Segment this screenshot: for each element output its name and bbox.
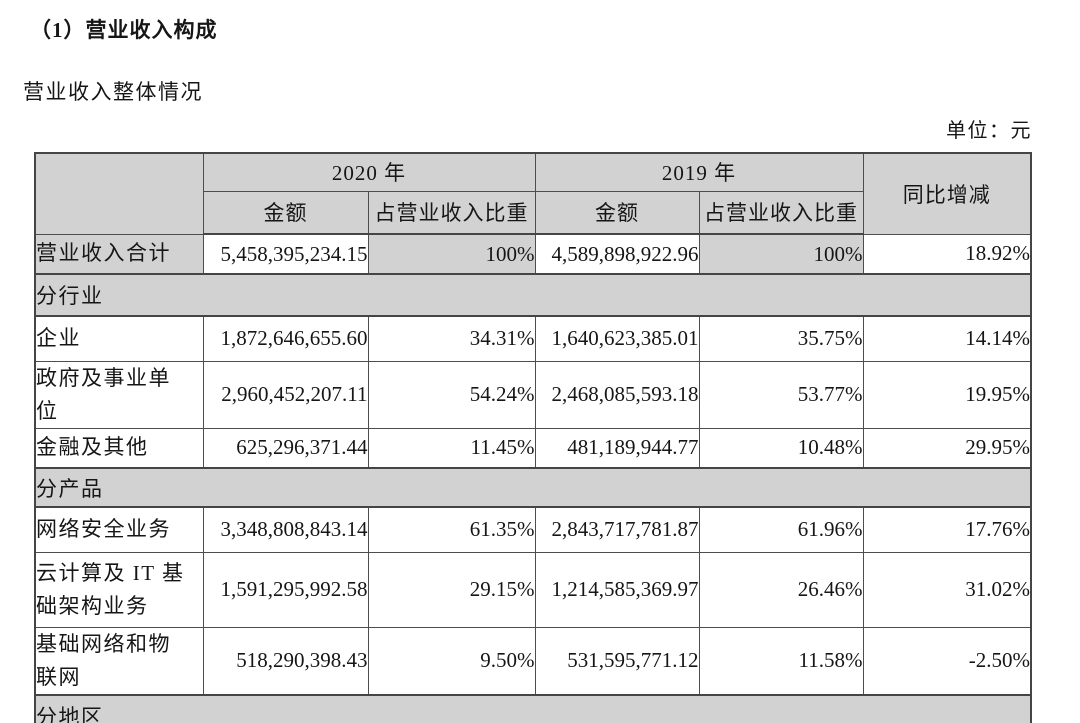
amount-2020-cell: 1,872,646,655.60 [202, 315, 369, 362]
unit-label: 单位：元 [946, 120, 1032, 142]
amount-2019-header: 金额 [534, 190, 700, 235]
yoy-cell: -2.50% [862, 626, 1032, 695]
amount-2019-cell: 2,468,085,593.18 [534, 360, 700, 429]
section-row-label: 分地区 [34, 693, 1032, 723]
share-2020-cell: 9.50% [367, 626, 536, 695]
row-label: 政府及事业单位 [36, 365, 171, 423]
share-2019-cell: 35.75% [698, 315, 864, 362]
share-2020-cell: 29.15% [367, 551, 536, 628]
table-row: 企业 1,872,646,655.60 34.31% 1,640,623,385.01… [34, 315, 1032, 362]
amount-2019-cell: 1,214,585,369.97 [534, 551, 700, 628]
yoy-cell: 19.95% [862, 360, 1032, 429]
share-2020-cell: 34.31% [367, 315, 536, 362]
table-row: 网络安全业务 3,348,808,843.14 61.35% 2,843,717,78… [34, 506, 1032, 553]
amount-2019-cell: 531,595,771.12 [534, 626, 700, 695]
table-header-sub-row: 金额 占营业收入比重 金额 占营业收入比重 [35, 190, 1031, 235]
share-2019-cell: 26.46% [698, 551, 864, 628]
section-row-label: 分行业 [34, 273, 1032, 317]
table-header-year-row: 2020 年 2019 年 同比增减 [34, 152, 1032, 235]
amount-2019-cell: 481,189,944.77 [534, 427, 700, 469]
subsection-title: 营业收入整体情况 [23, 80, 203, 104]
section-title: （1）营业收入构成 [30, 18, 218, 42]
amount-2020-cell: 5,458,395,234.15 [202, 233, 369, 275]
amount-2019-cell: 4,589,898,922.96 [534, 233, 700, 275]
section-row: 分行业 [34, 273, 1032, 317]
row-label-cell: 云计算及 IT 基础架构业务 [34, 551, 204, 628]
table-row: 金融及其他 625,296,371.44 11.45% 481,189,944.77 1… [34, 427, 1032, 469]
revenue-composition-table: 2020 年 2019 年 同比增减 金额 占营业收入比重 金额 占营业收入比重… [34, 152, 1032, 723]
section-row-label: 分产品 [34, 467, 1032, 508]
share-2019-cell: 53.77% [698, 360, 864, 429]
row-label: 网络安全业务 [36, 517, 171, 542]
share-2020-cell: 54.24% [367, 360, 536, 429]
amount-2019-cell: 2,843,717,781.87 [534, 506, 700, 553]
row-label-cell: 金融及其他 [34, 427, 204, 469]
section-row: 分产品 [34, 467, 1032, 508]
amount-2020-cell: 1,591,295,992.58 [202, 551, 369, 628]
yoy-cell: 18.92% [862, 233, 1032, 275]
row-label: 企业 [36, 326, 81, 351]
corner-cell [34, 152, 204, 235]
yoy-cell: 17.76% [862, 506, 1032, 553]
section-row: 分地区 [34, 693, 1032, 723]
row-label-cell: 网络安全业务 [34, 506, 204, 553]
row-label-cell: 基础网络和物联网 [34, 626, 204, 695]
row-label: 基础网络和物联网 [36, 631, 171, 689]
yoy-cell: 14.14% [862, 315, 1032, 362]
year-2020-header: 2020 年 [202, 152, 536, 192]
amount-2020-cell: 625,296,371.44 [202, 427, 369, 469]
amount-2020-cell: 518,290,398.43 [202, 626, 369, 695]
yoy-header: 同比增减 [862, 152, 1032, 235]
share-2019-cell: 100% [698, 233, 864, 275]
amount-2020-cell: 3,348,808,843.14 [202, 506, 369, 553]
share-2019-cell: 11.58% [698, 626, 864, 695]
share-2020-header: 占营业收入比重 [367, 190, 536, 235]
row-label-cell: 营业收入合计 [34, 233, 204, 275]
row-label: 云计算及 IT 基础架构业务 [36, 560, 185, 618]
share-2019-header: 占营业收入比重 [698, 190, 864, 235]
row-label-cell: 企业 [34, 315, 204, 362]
yoy-cell: 29.95% [862, 427, 1032, 469]
share-2020-cell: 100% [367, 233, 536, 275]
table-row: 营业收入合计 5,458,395,234.15 100% 4,589,898,922.… [34, 233, 1032, 275]
amount-2019-cell: 1,640,623,385.01 [534, 315, 700, 362]
amount-2020-cell: 2,960,452,207.11 [202, 360, 369, 429]
row-label: 营业收入合计 [36, 241, 171, 266]
share-2020-cell: 11.45% [367, 427, 536, 469]
share-2019-cell: 10.48% [698, 427, 864, 469]
table-row: 云计算及 IT 基础架构业务 1,591,295,992.58 29.15% 1,21… [34, 551, 1032, 628]
year-2019-header: 2019 年 [534, 152, 864, 192]
row-label: 金融及其他 [36, 435, 149, 460]
yoy-cell: 31.02% [862, 551, 1032, 628]
table-row: 政府及事业单位 2,960,452,207.11 54.24% 2,468,085,5… [34, 360, 1032, 429]
row-label-cell: 政府及事业单位 [34, 360, 204, 429]
share-2020-cell: 61.35% [367, 506, 536, 553]
share-2019-cell: 61.96% [698, 506, 864, 553]
amount-2020-header: 金额 [202, 190, 369, 235]
table-row: 基础网络和物联网 518,290,398.43 9.50% 531,595,771.1… [34, 626, 1032, 695]
